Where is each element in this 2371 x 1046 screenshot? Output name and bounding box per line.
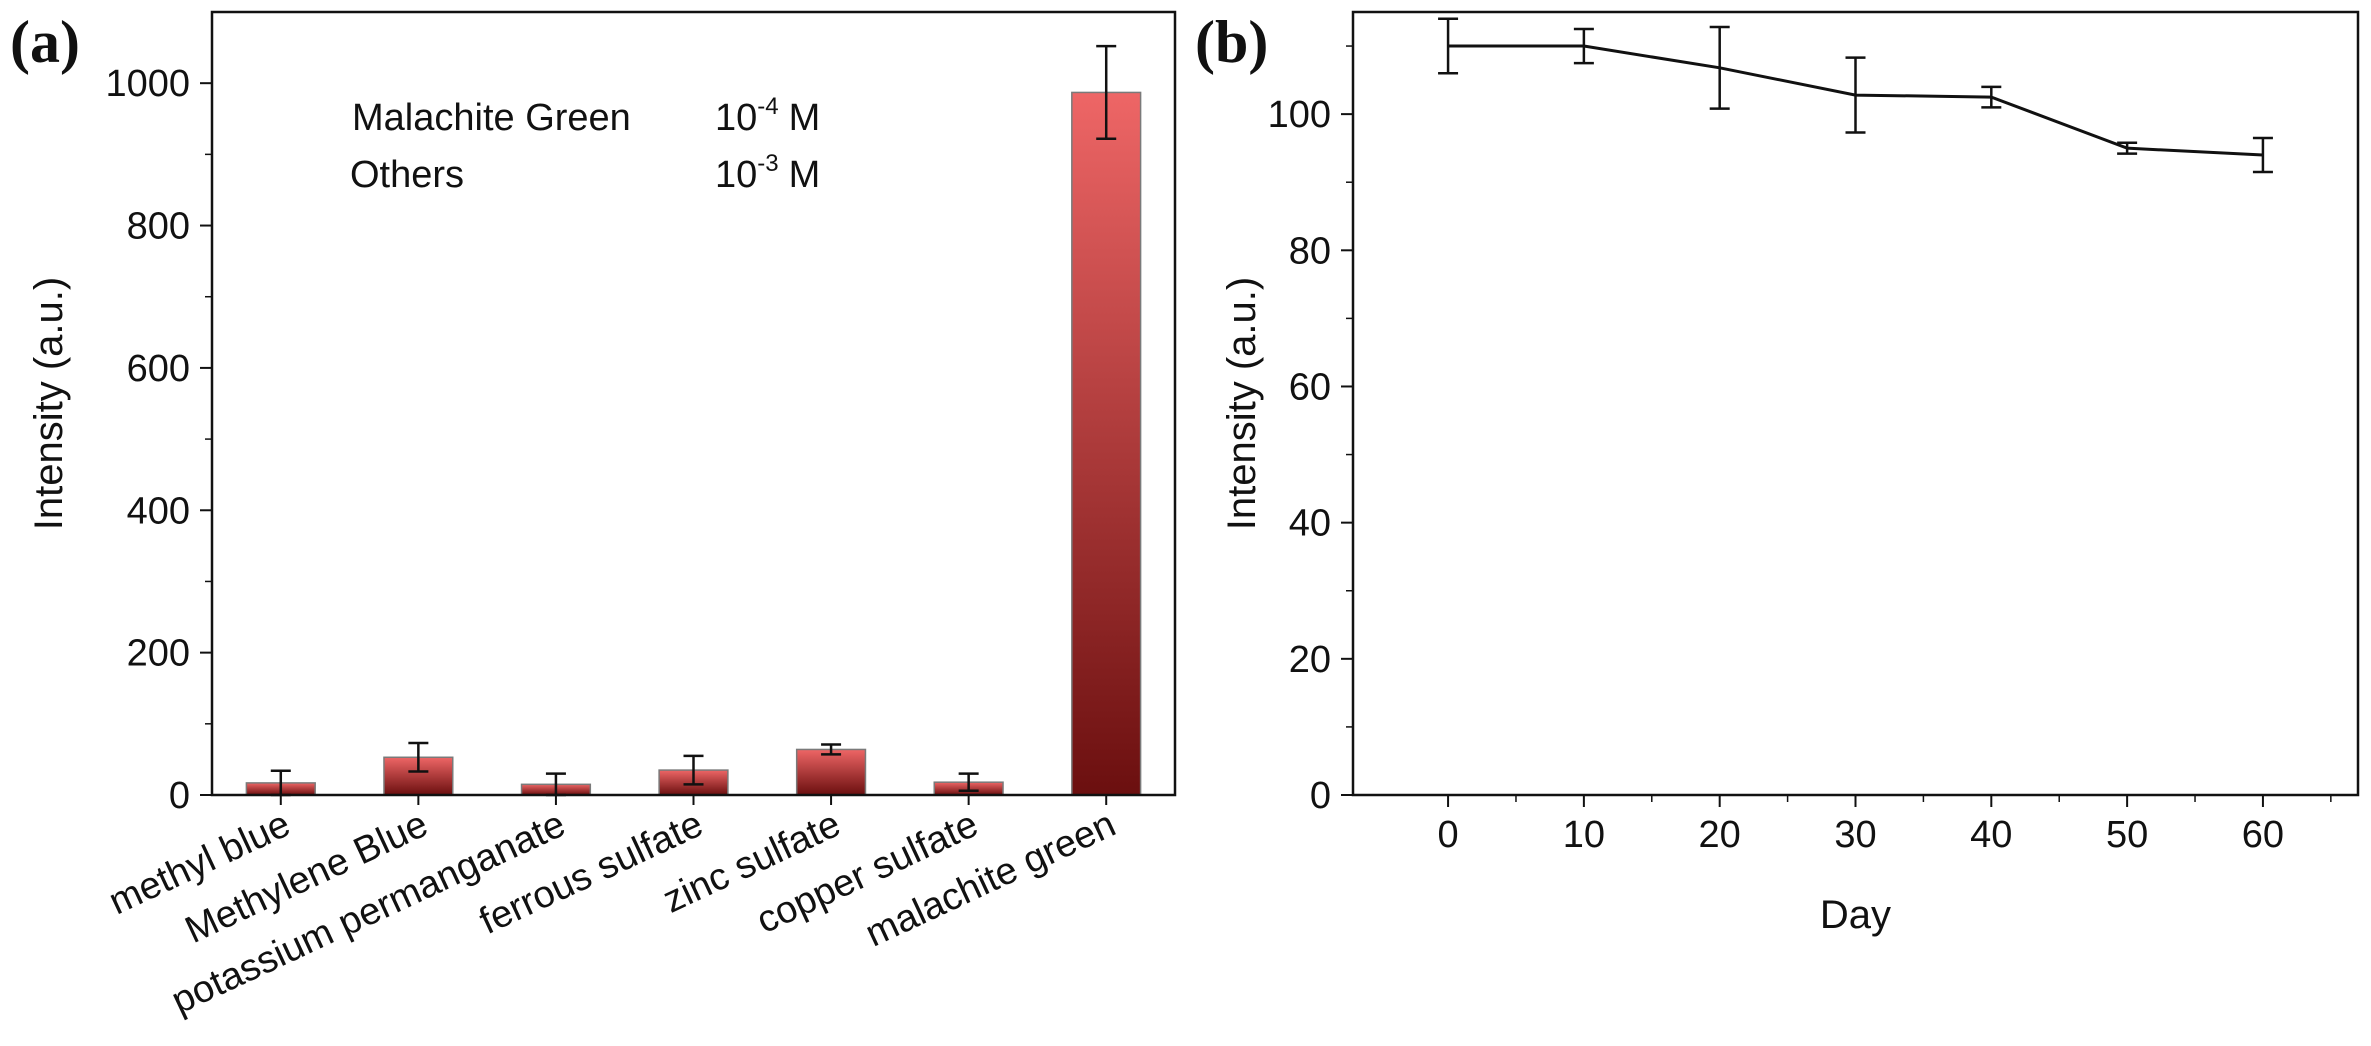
y-tick-label: 60 (1289, 366, 1331, 408)
y-tick-label: 100 (1268, 94, 1331, 136)
plot-frame (210, 10, 1177, 797)
y-tick-label: 600 (127, 348, 190, 390)
annotation-mg-name: Malachite Green (352, 97, 631, 139)
legend-annotation: Malachite Green 10-4 M Others 10-3 M (350, 93, 820, 196)
x-tick-label: 20 (1699, 814, 1741, 856)
x-axis-ticks: 0 10 20 30 40 50 60 (1437, 795, 2332, 856)
panel-label-b: (b) (1195, 9, 1268, 75)
plot-frame (1351, 10, 2360, 797)
annotation-others-name: Others (350, 154, 464, 196)
error-bar-series (1438, 17, 2273, 174)
annotation-others-exponent: -3 (757, 150, 778, 177)
y-tick-label: 0 (1310, 775, 1331, 817)
y-tick-label: 1000 (105, 63, 190, 105)
x-tick-label: 30 (1834, 814, 1876, 856)
x-tick-label: 60 (2242, 814, 2284, 856)
annotation-mg-unit: M (789, 97, 821, 139)
annotation-others-unit: M (789, 154, 821, 196)
annotation-others-concentration: 10-3 M (715, 150, 820, 196)
bar-series (245, 91, 1142, 796)
y-axis-title: Intensity (a.u.) (27, 277, 71, 530)
y-axis-ticks: 0 200 400 600 800 1000 (105, 63, 212, 817)
panel-label-a: (a) (10, 9, 80, 75)
y-tick-label: 80 (1289, 230, 1331, 272)
annotation-mg-base: 10 (715, 97, 757, 139)
y-axis-title: Intensity (a.u.) (1220, 277, 1264, 530)
x-tick-label: 0 (1437, 814, 1458, 856)
annotation-mg-exponent: -4 (757, 93, 778, 120)
line-chart-panel: (b) 0 20 40 60 80 100 0 10 20 30 40 50 60 Intensity… (1195, 9, 2360, 937)
annotation-mg-concentration: 10-4 M (715, 93, 820, 139)
y-tick-label: 400 (127, 490, 190, 532)
bar (795, 748, 867, 796)
y-tick-label: 200 (127, 633, 190, 675)
x-tick-label: 10 (1563, 814, 1605, 856)
annotation-others-base: 10 (715, 154, 757, 196)
y-tick-label: 0 (169, 775, 190, 817)
x-tick-label: 50 (2106, 814, 2148, 856)
x-tick-label: 40 (1970, 814, 2012, 856)
y-tick-label: 40 (1289, 503, 1331, 545)
y-tick-label: 800 (127, 206, 190, 248)
bar (1071, 91, 1142, 796)
bar-chart-panel: (a) 0 200 400 600 800 1000 methyl blueMethyle… (10, 9, 1177, 1022)
y-axis-ticks: 0 20 40 60 80 100 (1268, 45, 1353, 817)
x-axis-title: Day (1820, 893, 1891, 937)
y-tick-label: 20 (1289, 639, 1331, 681)
